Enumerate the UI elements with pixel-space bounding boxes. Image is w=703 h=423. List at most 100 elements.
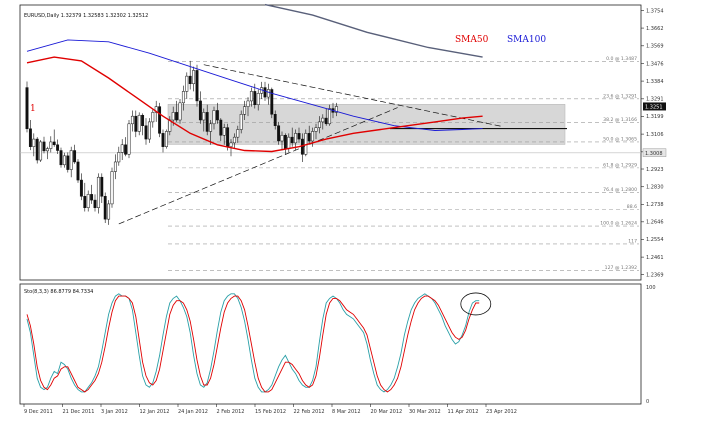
candle-body — [202, 112, 206, 121]
x-tick-label: 9 Dec 2011 — [24, 409, 53, 415]
fib-level-label: 0.0 @ 1.3487 — [606, 56, 637, 62]
fib-level-label: 50.0 @ 1.3065 — [603, 136, 637, 142]
candle-body — [56, 144, 60, 151]
candle-body — [321, 117, 325, 123]
candle-body — [110, 171, 114, 205]
candle-body — [243, 106, 247, 115]
x-tick-label: 3 Jan 2012 — [101, 409, 128, 415]
candle-body — [147, 121, 151, 140]
candle-body — [212, 110, 216, 125]
chart-marker: 1 — [30, 104, 36, 114]
candle-body — [127, 123, 131, 155]
y-tick-label: 1.2369 — [646, 272, 664, 278]
candle-body — [76, 161, 80, 181]
fib-level-label: 117 — [628, 238, 637, 244]
candle-body — [107, 203, 111, 220]
candle-body — [290, 136, 294, 144]
highlight-circle — [460, 292, 492, 316]
x-tick-label: 24 Jan 2012 — [178, 409, 208, 415]
sma50-legend: SMA50 — [455, 35, 489, 45]
level-price-box — [642, 148, 667, 157]
candle-body — [277, 125, 281, 142]
candle-body — [185, 75, 189, 92]
candle-body — [59, 150, 63, 166]
candle-body — [307, 133, 311, 142]
candle-body — [86, 194, 90, 208]
candle-body — [209, 123, 213, 132]
candle-body — [294, 133, 298, 144]
candle-body — [198, 100, 202, 121]
candle-body — [280, 135, 284, 142]
candle-body — [226, 127, 230, 147]
current-price-label: 1.3251 — [645, 104, 663, 110]
sma100-legend: SMA100 — [507, 35, 546, 45]
x-tick-label: 15 Feb 2012 — [255, 409, 286, 415]
candle-body — [219, 119, 223, 136]
candle-body — [96, 176, 100, 208]
fib-level-label: 100.0 @ 1.2624 — [600, 221, 637, 227]
candle-body — [90, 194, 94, 201]
candle-body — [195, 70, 199, 102]
y-tick-label: 1.3476 — [646, 61, 664, 67]
candle-body — [205, 112, 209, 132]
candle-body — [304, 133, 308, 155]
fib-level-label: 76.4 @ 1.2800 — [603, 187, 637, 193]
candle-body — [35, 138, 39, 161]
long-moving-average-line — [264, 3, 483, 58]
candle-body — [158, 106, 162, 134]
candle-body — [287, 136, 291, 149]
candle-body — [297, 133, 301, 140]
x-tick-label: 20 Mar 2012 — [371, 409, 403, 415]
fib-level-label: 38.2 @ 1.3166 — [603, 117, 637, 123]
candle-body — [246, 100, 250, 107]
candle-body — [49, 141, 53, 149]
stochastic-header: Sto(8,3,3) 86.8779 84.7334 — [24, 289, 93, 295]
candle-body — [188, 75, 192, 85]
candle-body — [144, 125, 148, 140]
candle-body — [171, 112, 175, 121]
candle-body — [215, 110, 219, 121]
level-price-label: 1.3008 — [645, 151, 663, 157]
candle-body — [73, 150, 77, 163]
candle-body — [314, 127, 318, 132]
candle-body — [141, 114, 145, 126]
candle-body — [256, 93, 260, 105]
y-tick-label: 1.3106 — [646, 132, 664, 138]
candle-body — [178, 102, 182, 121]
fib-level-label: 23.6 @ 1.3291 — [603, 93, 637, 99]
candle-body — [266, 89, 270, 98]
candle-body — [69, 150, 73, 170]
candle-body — [42, 141, 46, 152]
candle-body — [28, 128, 32, 147]
candle-body — [83, 196, 87, 208]
x-tick-label: 22 Feb 2012 — [294, 409, 325, 415]
y-tick-label: 1.2646 — [646, 220, 664, 226]
candle-body — [175, 112, 179, 121]
candle-body — [103, 196, 107, 220]
candle-body — [239, 114, 243, 130]
candle-body — [181, 91, 185, 104]
candle-body — [311, 131, 315, 142]
candle-body — [270, 89, 274, 115]
candle-body — [79, 179, 83, 197]
sto-y-tick-label: 100 — [646, 285, 656, 291]
candle-body — [249, 91, 253, 102]
x-tick-label: 21 Dec 2011 — [63, 409, 95, 415]
candle-body — [154, 106, 158, 113]
candle-body — [39, 141, 43, 161]
sma100-line — [26, 39, 483, 131]
chart-header: EURUSD,Daily 1.32379 1.32583 1.32302 1.3… — [24, 13, 148, 19]
candle-body — [273, 114, 277, 126]
candle-body — [283, 135, 287, 149]
candle-body — [25, 87, 29, 130]
candle-body — [328, 108, 332, 125]
y-tick-label: 1.3199 — [646, 114, 664, 120]
x-tick-label: 8 Mar 2012 — [332, 409, 361, 415]
stochastic-main-line — [26, 293, 480, 393]
candle-body — [263, 87, 267, 98]
y-tick-label: 1.3291 — [646, 97, 664, 103]
y-tick-label: 1.2923 — [646, 167, 664, 173]
candle-body — [253, 91, 257, 105]
